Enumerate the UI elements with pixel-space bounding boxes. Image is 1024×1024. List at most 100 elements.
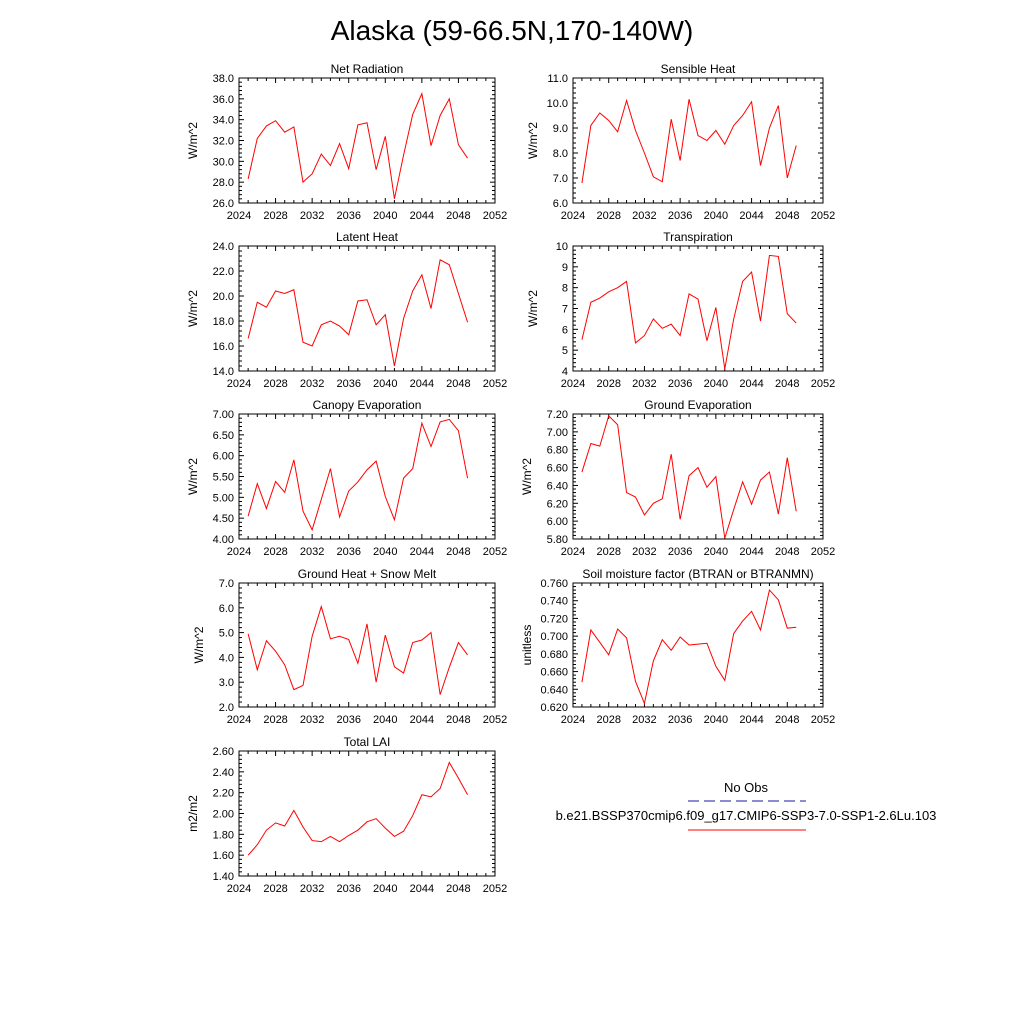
y-tick-label: 0.760 (540, 578, 568, 590)
panel-title: Ground Heat + Snow Melt (298, 567, 437, 581)
x-tick-label: 2052 (483, 714, 507, 726)
y-tick-label: 34.0 (213, 115, 234, 127)
y-tick-label: 0.640 (540, 684, 568, 696)
panel-title: Sensible Heat (661, 62, 736, 76)
x-tick-label: 2036 (336, 546, 360, 558)
x-tick-label: 2052 (811, 378, 835, 390)
x-tick-label: 2036 (336, 378, 360, 390)
y-tick-label: 6.40 (547, 480, 568, 492)
series-line (247, 761, 469, 856)
x-tick-label: 2040 (704, 714, 728, 726)
x-tick-label: 2040 (373, 210, 397, 222)
y-tick-label: 6.80 (547, 445, 568, 457)
legend: No Obs b.e21.BSSP370cmip6.f09_g17.CMIP6-… (556, 780, 936, 831)
y-tick-label: 7.0 (553, 173, 568, 185)
plot-frame (572, 413, 824, 540)
x-tick-label: 2024 (561, 546, 585, 558)
chart-panel: Total LAI 2024 2028 2032 2036 2040 2044 2048 205… (186, 735, 507, 895)
x-tick-label: 2032 (632, 210, 656, 222)
x-tick-label: 2048 (446, 378, 470, 390)
figure-title: Alaska (59-66.5N,170-140W) (331, 15, 694, 46)
chart-panel: Soil moisture factor (BTRAN or BTRANMN) 2… (520, 567, 835, 726)
y-tick-label: 11.0 (547, 73, 568, 85)
x-tick-label: 2032 (300, 210, 324, 222)
y-tick-label: 36.0 (213, 94, 234, 106)
y-tick-label: 6.00 (547, 516, 568, 528)
plot-frame (572, 77, 824, 204)
y-tick-label: 1.80 (213, 829, 234, 841)
y-tick-label: 2.00 (213, 809, 234, 821)
x-tick-label: 2048 (775, 210, 799, 222)
y-tick-label: 8.0 (553, 148, 568, 160)
plot-frame (572, 582, 824, 708)
chart-panel: Ground Heat + Snow Melt 2024 2028 2032 2036 2… (192, 567, 507, 726)
chart-panel: Net Radiation 2024 2028 2032 2036 2040 2044 204… (186, 62, 507, 222)
y-tick-label: 24.0 (213, 241, 234, 253)
y-tick-label: 4.00 (213, 534, 234, 546)
y-tick-label: 9 (562, 262, 568, 274)
y-tick-label: 1.40 (213, 871, 234, 883)
series-line (581, 254, 797, 370)
y-tick-label: 7.20 (547, 409, 568, 421)
y-axis-label: m2/m2 (186, 795, 200, 832)
y-tick-label: 6.0 (219, 603, 234, 615)
y-axis-label: W/m^2 (526, 290, 540, 327)
series-line (581, 98, 797, 184)
y-tick-label: 22.0 (213, 266, 234, 278)
x-tick-label: 2028 (596, 210, 620, 222)
y-tick-label: 2.60 (213, 746, 234, 758)
plot-frame (238, 245, 496, 372)
x-tick-label: 2044 (739, 210, 763, 222)
x-tick-label: 2048 (775, 378, 799, 390)
x-tick-label: 2048 (446, 210, 470, 222)
panels-group: Net Radiation 2024 2028 2032 2036 2040 2044 204… (186, 62, 835, 895)
plot-frame (238, 750, 496, 877)
x-tick-label: 2048 (775, 546, 799, 558)
y-tick-label: 32.0 (213, 136, 234, 148)
series-line (247, 91, 468, 199)
x-tick-label: 2040 (704, 210, 728, 222)
y-tick-label: 0.660 (540, 667, 568, 679)
y-tick-label: 14.0 (213, 366, 234, 378)
x-tick-label: 2040 (704, 546, 728, 558)
x-tick-label: 2032 (300, 714, 324, 726)
plot-frame (238, 77, 496, 204)
x-tick-label: 2036 (668, 714, 692, 726)
y-tick-label: 1.60 (213, 850, 234, 862)
x-tick-label: 2044 (739, 714, 763, 726)
x-tick-label: 2040 (373, 546, 397, 558)
chart-panel: Transpiration 2024 2028 2032 2036 2040 2044 204… (526, 230, 835, 390)
y-tick-label: 16.0 (213, 341, 234, 353)
x-tick-label: 2028 (263, 378, 287, 390)
x-tick-label: 2028 (596, 714, 620, 726)
y-tick-label: 6 (562, 324, 568, 336)
x-tick-label: 2036 (336, 883, 360, 895)
y-axis-label: W/m^2 (520, 458, 534, 495)
x-tick-label: 2036 (336, 210, 360, 222)
x-tick-label: 2044 (410, 883, 434, 895)
y-tick-label: 6.0 (553, 198, 568, 210)
x-tick-label: 2048 (446, 714, 470, 726)
x-tick-label: 2040 (704, 378, 728, 390)
y-tick-label: 30.0 (213, 156, 234, 168)
legend-obs-label: No Obs (724, 780, 769, 795)
series-line (581, 414, 797, 539)
y-tick-label: 6.20 (547, 498, 568, 510)
y-axis-label: W/m^2 (192, 626, 206, 663)
panel-title: Transpiration (663, 230, 733, 244)
x-tick-label: 2032 (632, 546, 656, 558)
y-tick-label: 6.00 (213, 451, 234, 463)
x-tick-label: 2024 (561, 714, 585, 726)
y-tick-label: 5.80 (547, 534, 568, 546)
y-tick-label: 7 (562, 304, 568, 316)
y-tick-label: 2.0 (219, 702, 234, 714)
x-tick-label: 2024 (227, 546, 251, 558)
y-tick-label: 4.0 (219, 652, 234, 664)
x-tick-label: 2044 (410, 714, 434, 726)
x-tick-label: 2036 (668, 546, 692, 558)
x-tick-label: 2028 (596, 546, 620, 558)
y-tick-label: 7.00 (547, 427, 568, 439)
x-tick-label: 2028 (263, 210, 287, 222)
x-tick-label: 2024 (227, 714, 251, 726)
